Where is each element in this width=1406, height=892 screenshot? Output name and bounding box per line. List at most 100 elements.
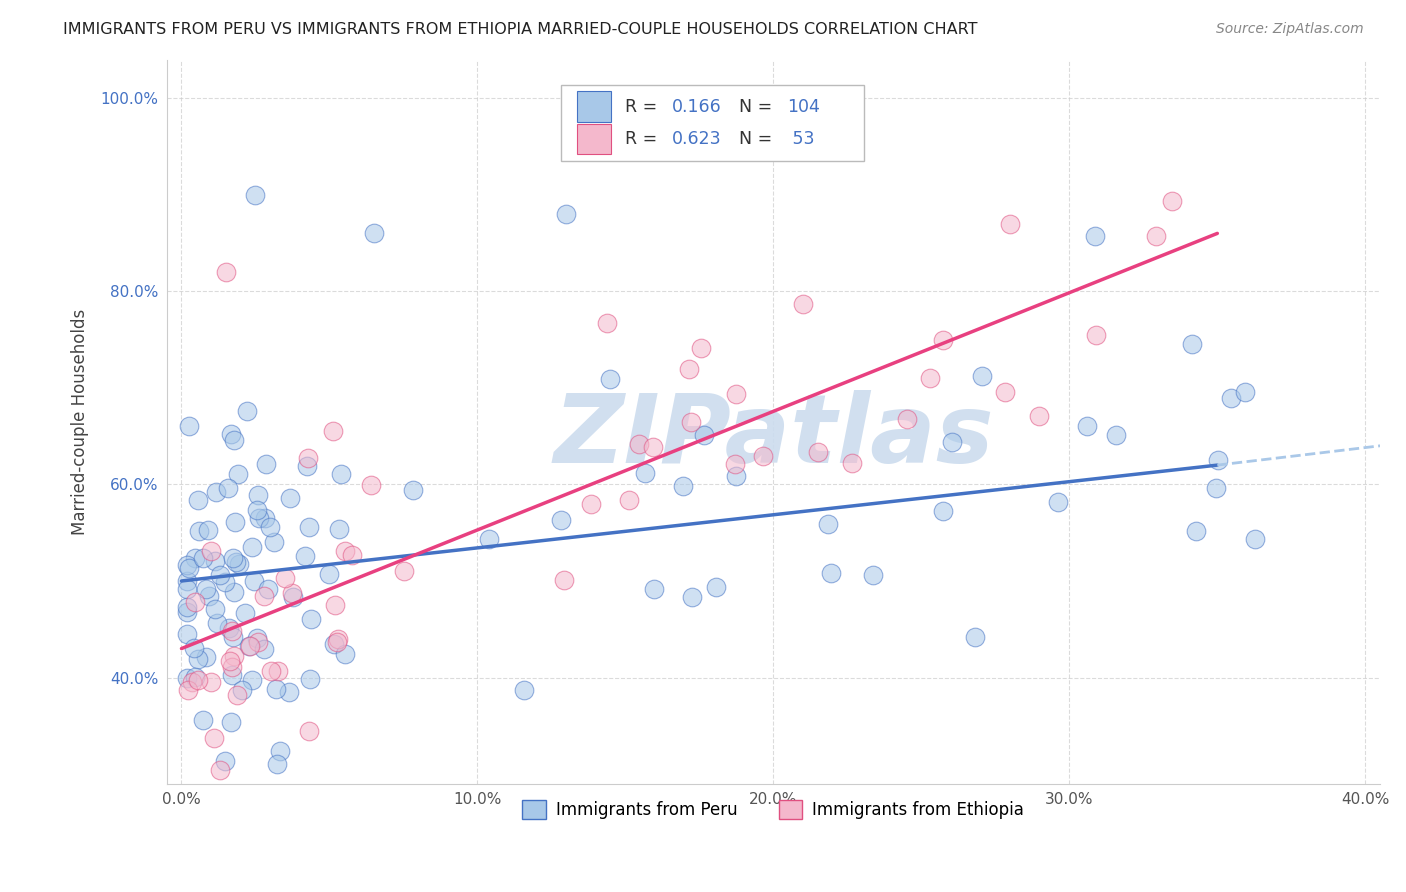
Point	[326, 632, 349, 647]
Point	[1181, 336, 1204, 351]
Point	[627, 437, 650, 451]
Point	[1184, 524, 1206, 538]
Point	[725, 469, 748, 483]
Point	[260, 664, 283, 678]
Point	[1085, 327, 1108, 342]
Point	[240, 540, 263, 554]
Point	[643, 582, 665, 597]
Point	[200, 674, 222, 689]
Point	[681, 590, 703, 604]
Point	[226, 467, 249, 482]
Point	[191, 714, 214, 728]
Point	[932, 333, 955, 347]
Point	[247, 510, 270, 524]
Point	[792, 297, 814, 311]
Point	[222, 630, 245, 644]
Point	[678, 362, 700, 376]
Point	[187, 493, 209, 508]
Point	[299, 612, 322, 626]
Point	[298, 520, 321, 534]
Point	[243, 574, 266, 588]
Point	[225, 555, 247, 569]
Point	[1233, 384, 1256, 399]
Text: N =: N =	[728, 130, 779, 148]
Point	[221, 668, 243, 682]
Text: N =: N =	[728, 97, 779, 116]
Point	[221, 624, 243, 639]
Point	[360, 478, 382, 492]
Point	[634, 466, 657, 480]
Point	[619, 493, 641, 508]
Point	[281, 586, 304, 600]
Point	[581, 497, 603, 511]
Point	[238, 639, 260, 653]
Point	[177, 682, 200, 697]
Point	[297, 450, 319, 465]
Point	[322, 424, 344, 438]
Point	[513, 683, 536, 698]
Point	[177, 418, 200, 433]
Point	[1084, 229, 1107, 244]
Point	[599, 372, 621, 386]
Point	[219, 714, 242, 729]
Point	[246, 488, 269, 502]
Point	[1160, 194, 1182, 208]
FancyBboxPatch shape	[576, 124, 610, 154]
Point	[181, 674, 204, 689]
Point	[724, 387, 747, 401]
Text: R =: R =	[626, 97, 664, 116]
Point	[941, 435, 963, 450]
Point	[318, 567, 340, 582]
Point	[263, 535, 285, 549]
Point	[994, 384, 1017, 399]
Point	[1105, 427, 1128, 442]
Point	[294, 549, 316, 564]
Point	[176, 605, 198, 619]
Point	[266, 757, 288, 772]
Point	[553, 573, 575, 587]
Point	[224, 516, 246, 530]
Point	[194, 582, 217, 597]
Point	[333, 544, 356, 558]
Text: 104: 104	[787, 97, 820, 116]
Point	[254, 457, 277, 471]
Point	[240, 673, 263, 688]
Point	[224, 585, 246, 599]
Point	[323, 599, 346, 613]
Point	[363, 227, 385, 241]
Point	[176, 671, 198, 685]
Point	[333, 647, 356, 661]
Point	[204, 484, 226, 499]
Point	[219, 654, 242, 668]
Point	[184, 671, 207, 685]
Point	[402, 483, 425, 497]
Point	[555, 207, 578, 221]
Point	[246, 631, 269, 645]
Point	[217, 482, 239, 496]
Point	[322, 637, 344, 651]
Point	[998, 217, 1021, 231]
Point	[841, 457, 863, 471]
Point	[183, 551, 205, 566]
Point	[330, 467, 353, 481]
Point	[596, 317, 619, 331]
Point	[176, 627, 198, 641]
Point	[233, 607, 256, 621]
FancyBboxPatch shape	[576, 92, 610, 122]
Point	[197, 523, 219, 537]
Point	[191, 551, 214, 566]
Point	[215, 265, 238, 279]
Text: R =: R =	[626, 130, 664, 148]
FancyBboxPatch shape	[561, 85, 865, 161]
Point	[246, 634, 269, 648]
Point	[264, 682, 287, 697]
Point	[643, 440, 665, 454]
Point	[239, 640, 262, 654]
Point	[218, 621, 240, 635]
Point	[328, 522, 350, 536]
Point	[681, 415, 703, 429]
Point	[222, 648, 245, 663]
Point	[672, 479, 695, 493]
Point	[246, 503, 269, 517]
Point	[176, 582, 198, 597]
